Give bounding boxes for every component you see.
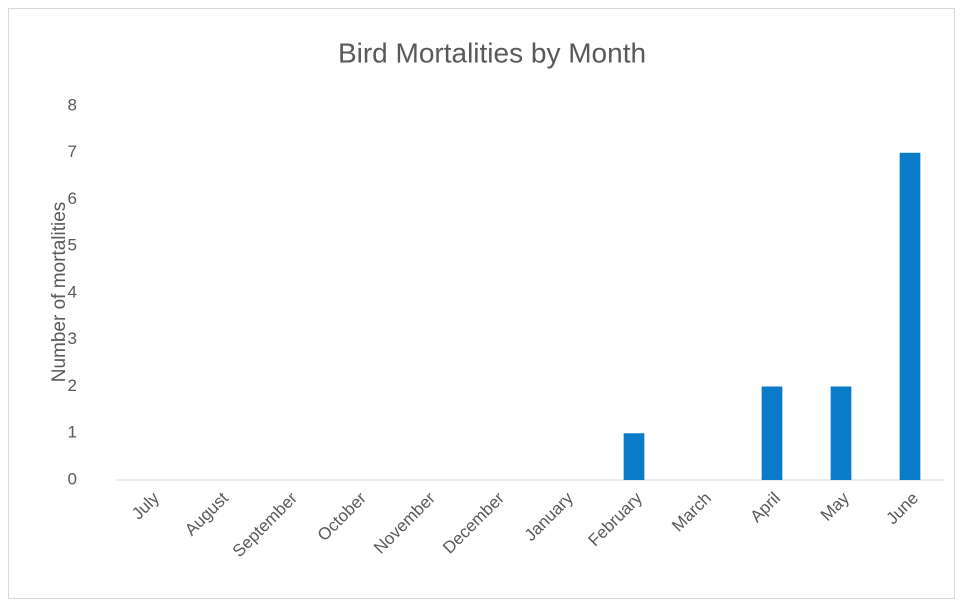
y-tick-label: 4: [68, 282, 77, 301]
y-tick-label: 7: [68, 142, 77, 161]
chart-border: [8, 8, 955, 599]
y-tick-label: 0: [68, 469, 77, 488]
chart-title: Bird Mortalities by Month: [338, 37, 646, 68]
y-axis-label: Number of mortalities: [49, 202, 70, 383]
y-tick-label: 2: [68, 376, 77, 395]
bar: [623, 433, 645, 480]
y-tick-label: 3: [68, 329, 77, 348]
bar: [830, 386, 852, 480]
y-tick-label: 5: [68, 236, 77, 255]
bar: [899, 152, 921, 480]
bar: [761, 386, 783, 480]
y-tick-label: 8: [68, 95, 77, 114]
y-tick-label: 6: [68, 189, 77, 208]
y-tick-label: 1: [68, 423, 77, 442]
